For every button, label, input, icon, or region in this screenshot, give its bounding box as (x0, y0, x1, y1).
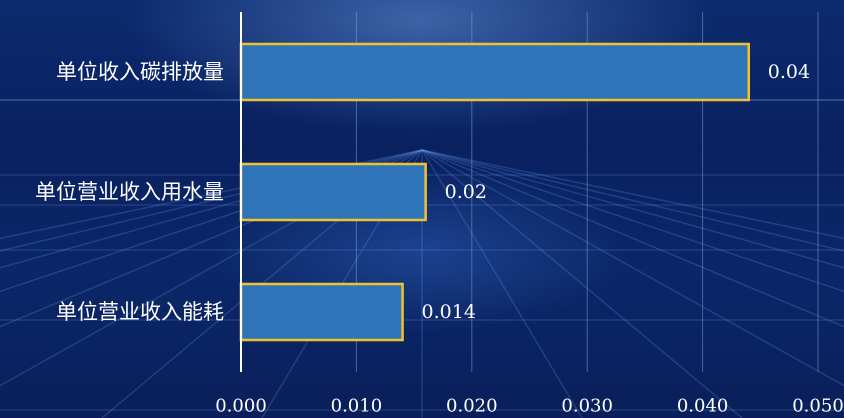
bar (239, 162, 427, 222)
category-label: 单位营业收入能耗 (56, 300, 224, 324)
background-grid-line (421, 149, 844, 293)
data-label: 0.014 (422, 301, 476, 323)
background-grid-line (0, 149, 423, 252)
background-grid-line (421, 149, 844, 252)
x-tick-label: 0.010 (331, 396, 383, 417)
background-grid-line (0, 149, 423, 240)
category-label: 单位收入碳排放量 (56, 60, 224, 84)
background-grid-line (421, 149, 583, 418)
background-grid-line (421, 149, 743, 418)
data-label: 0.04 (768, 61, 810, 83)
category-label: 单位营业收入用水量 (35, 180, 224, 204)
background-grid-line (421, 149, 844, 387)
x-tick-label: 0.000 (215, 396, 267, 417)
background-grid-line (421, 149, 844, 269)
bar (239, 282, 404, 342)
data-label: 0.02 (445, 181, 487, 203)
x-tick-label: 0.040 (677, 396, 729, 417)
x-tick-label: 0.020 (446, 396, 498, 417)
x-tick-label: 0.050 (792, 396, 844, 417)
bar (239, 42, 751, 102)
background-grid-line (421, 149, 844, 240)
background-grid-line (421, 149, 844, 328)
x-tick-label: 0.030 (561, 396, 613, 417)
